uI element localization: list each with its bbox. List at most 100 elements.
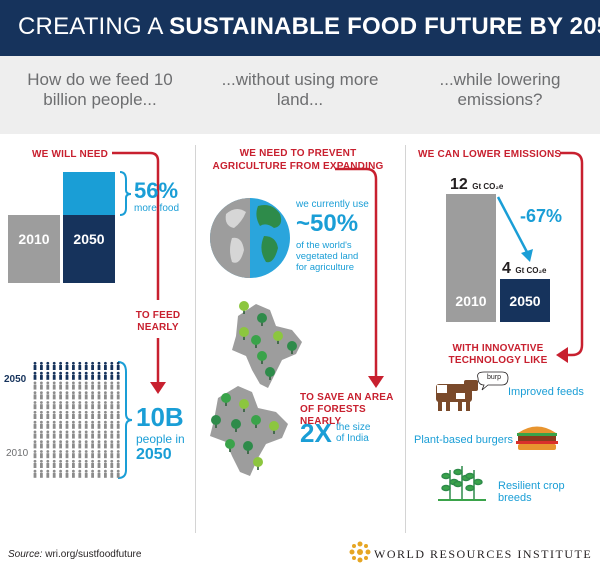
food-bar-2010 — [8, 215, 60, 283]
person-icon — [52, 381, 56, 390]
wri-logo: WORLD RESOURCES INSTITUTE — [352, 544, 592, 566]
person-icon — [116, 401, 120, 410]
person-icon — [52, 420, 56, 429]
emission-2050-unit: Gt CO₂e — [515, 266, 547, 275]
person-icon — [72, 371, 75, 380]
person-icon — [84, 381, 88, 390]
person-icon — [33, 459, 37, 468]
person-icon — [110, 459, 114, 468]
land-arrow — [335, 167, 378, 378]
person-icon — [78, 440, 82, 449]
reduction-arrow-head — [521, 249, 533, 262]
globe-land-1 — [225, 208, 246, 228]
emission-arrow-head — [556, 347, 568, 363]
person-icon — [65, 450, 69, 459]
person-icon — [116, 410, 120, 419]
food-arrow-top — [112, 151, 160, 300]
resilient-crops-label: Resilient crop breeds — [498, 480, 565, 504]
question-band — [0, 56, 600, 134]
person-icon — [40, 440, 43, 449]
people-year: 2050 — [136, 446, 172, 463]
person-icon — [104, 430, 107, 439]
person-icon — [78, 430, 82, 439]
person-icon — [84, 371, 88, 380]
person-icon — [46, 459, 50, 468]
question-land: ...without using more land... — [221, 70, 379, 109]
column-divider-1 — [195, 145, 196, 533]
improved-feeds-label: Improved feeds — [508, 386, 584, 398]
food-bracket — [119, 171, 132, 216]
person-icon — [52, 450, 56, 459]
emission-change: -67% — [520, 206, 563, 226]
person-icon — [91, 430, 94, 439]
person-icon — [46, 401, 50, 410]
person-icon — [40, 450, 43, 459]
person-icon — [59, 440, 62, 449]
person-icon — [110, 469, 114, 478]
person-icon — [46, 381, 50, 390]
source-link[interactable]: wri.org/sustfoodfuture — [45, 549, 142, 560]
tree-icon — [231, 419, 241, 432]
person-icon — [116, 430, 120, 439]
burp-text: burp — [486, 374, 501, 381]
person-icon — [65, 420, 69, 429]
person-icon — [116, 459, 120, 468]
person-icon — [84, 420, 88, 429]
person-icon — [97, 410, 101, 419]
person-icon — [91, 459, 94, 468]
tree-icon — [211, 415, 221, 428]
person-icon — [52, 430, 56, 439]
globe-land-4 — [261, 236, 278, 263]
person-icon — [91, 361, 94, 370]
person-icon — [59, 391, 62, 400]
source-label: Source: — [8, 549, 43, 560]
person-icon — [110, 420, 114, 429]
person-icon — [91, 440, 94, 449]
person-icon — [78, 371, 82, 380]
person-icon — [110, 391, 114, 400]
wri-logo-icon — [349, 541, 371, 563]
currently-use-label: we currently use — [296, 199, 369, 210]
person-icon — [33, 420, 37, 429]
person-icon — [72, 361, 75, 370]
person-icon — [65, 371, 69, 380]
tree-icon — [265, 367, 275, 380]
emission-2010-number: 12 — [450, 176, 468, 193]
person-icon — [52, 469, 56, 478]
pop-2010-label: 2010 — [6, 448, 29, 459]
title-light: CREATING A — [18, 13, 163, 40]
india-map-2 — [210, 386, 288, 476]
food-bar-2050-growth — [63, 172, 115, 215]
prevent-expansion-heading: WE NEED TO PREVENT AGRICULTURE FROM EXPA… — [212, 148, 384, 172]
person-icon — [97, 450, 101, 459]
person-icon — [104, 469, 107, 478]
person-icon — [97, 440, 101, 449]
person-icon — [65, 469, 69, 478]
tree-icon — [239, 301, 249, 314]
india-map-1 — [232, 304, 302, 388]
person-icon — [84, 469, 88, 478]
person-icon — [91, 381, 94, 390]
person-icon — [46, 371, 50, 380]
person-icon — [110, 430, 114, 439]
person-icon — [78, 381, 82, 390]
question-food: How do we feed 10 billion people... — [27, 70, 173, 109]
person-icon — [84, 391, 88, 400]
person-icon — [40, 391, 43, 400]
person-icon — [116, 381, 120, 390]
tree-layer — [211, 301, 297, 470]
tree-icon — [239, 399, 249, 412]
person-icon — [46, 430, 50, 439]
tree-icon — [221, 393, 231, 406]
innovative-tech-label: WITH INNOVATIVE TECHNOLOGY LIKE — [448, 343, 548, 366]
person-icon — [46, 420, 50, 429]
person-icon — [40, 459, 43, 468]
tree-icon — [287, 341, 297, 354]
person-icon — [59, 361, 62, 370]
person-icon — [97, 391, 101, 400]
person-icon — [65, 381, 69, 390]
person-icon — [116, 450, 120, 459]
emission-bar-2010-label: 2010 — [455, 293, 487, 309]
tree-icon — [257, 351, 267, 364]
